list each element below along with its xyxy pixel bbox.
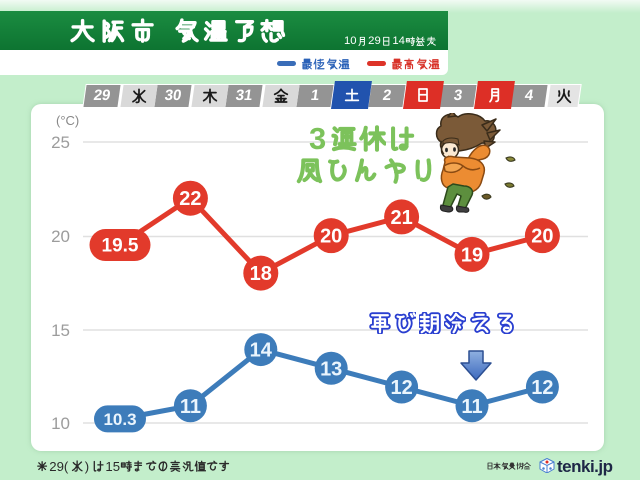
svg-text:12: 12	[390, 377, 412, 399]
svg-text:20: 20	[320, 226, 342, 248]
svg-text:12: 12	[531, 377, 553, 399]
svg-text:19.5: 19.5	[102, 236, 139, 257]
svg-text:19: 19	[461, 244, 483, 266]
svg-text:20: 20	[531, 226, 553, 248]
svg-text:11: 11	[461, 396, 482, 418]
svg-text:22: 22	[179, 188, 201, 210]
svg-text:13: 13	[320, 358, 342, 380]
svg-text:10.3: 10.3	[103, 410, 136, 429]
svg-text:21: 21	[390, 207, 412, 229]
svg-text:18: 18	[250, 263, 272, 285]
svg-text:11: 11	[180, 396, 201, 418]
svg-text:14: 14	[250, 340, 273, 362]
